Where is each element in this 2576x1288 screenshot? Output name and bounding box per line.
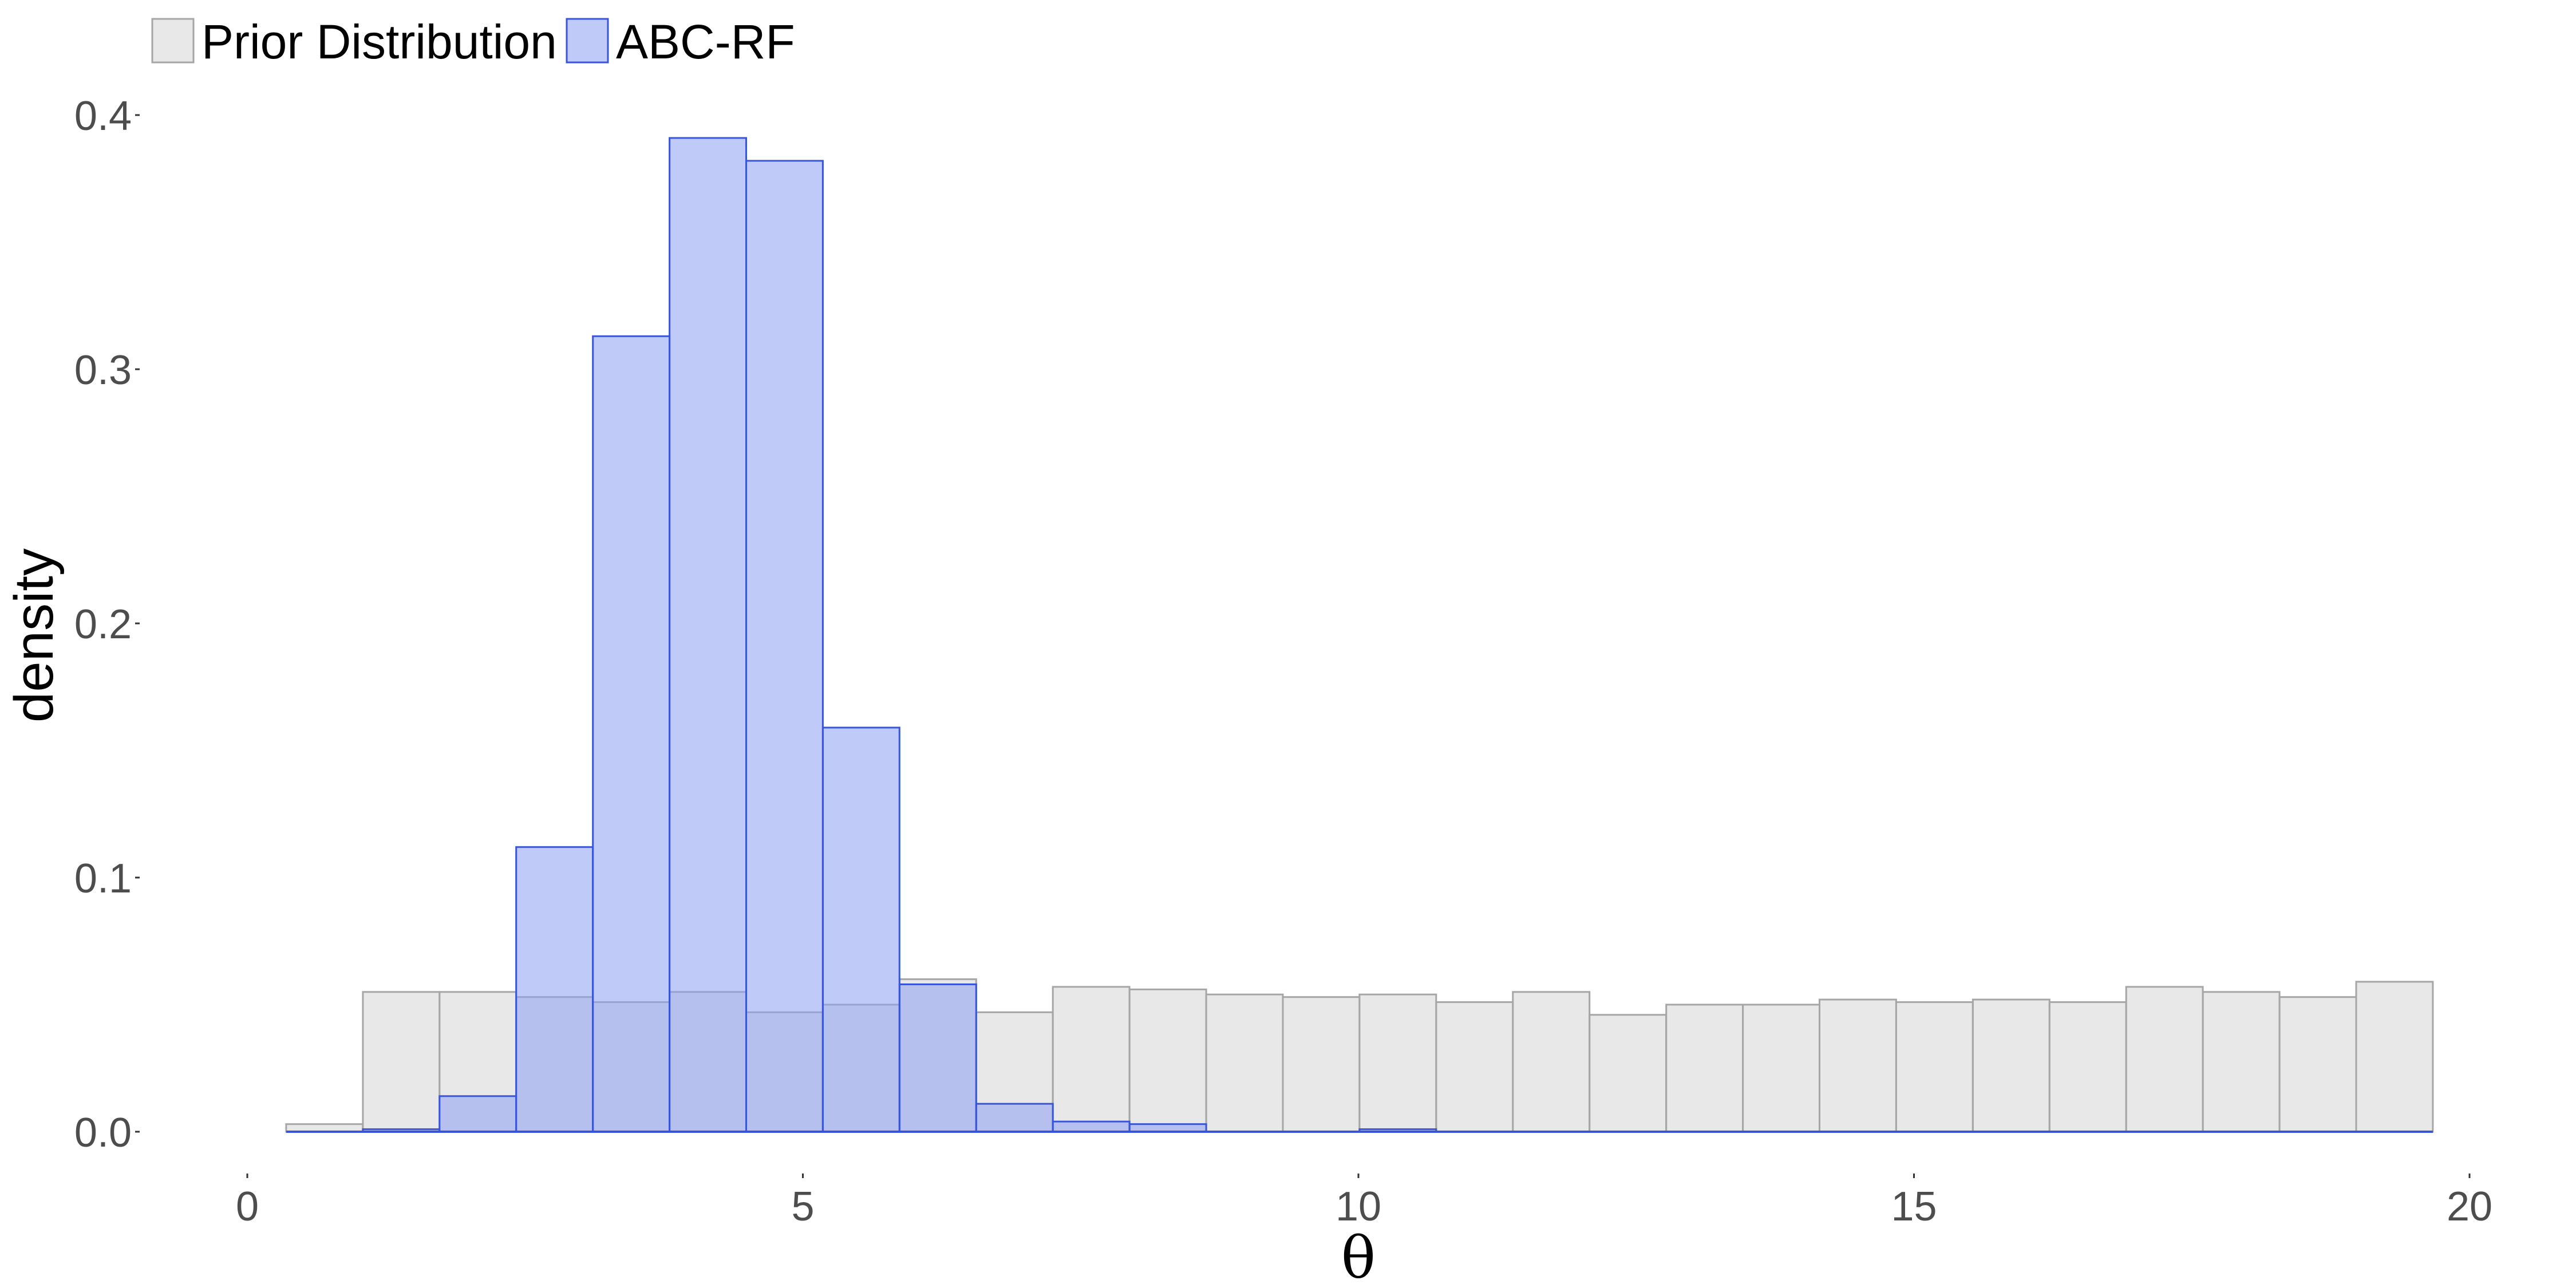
- abc-rf-bar: [1052, 1120, 1131, 1133]
- prior-distribution-bar: [1205, 993, 1284, 1133]
- x-tick-label: 10: [1336, 1184, 1381, 1230]
- prior-distribution-bar: [1742, 1003, 1821, 1133]
- prior-distribution-bar: [2202, 991, 2281, 1133]
- prior-distribution-bar: [362, 991, 441, 1133]
- y-tick-label: 0.0: [74, 1110, 132, 1156]
- prior-distribution-bar: [1052, 986, 1131, 1133]
- y-axis-title: density: [3, 548, 65, 722]
- prior-distribution-bar: [1665, 1003, 1744, 1133]
- x-tick-label: 5: [791, 1184, 814, 1230]
- y-tick-label: 0.3: [74, 347, 132, 393]
- prior-distribution-bar: [2278, 996, 2357, 1133]
- prior-distribution-bar: [1971, 998, 2050, 1133]
- x-tick-label: 0: [236, 1184, 259, 1230]
- prior-distribution-bar: [1589, 1014, 1668, 1133]
- prior-distribution-bar: [1282, 996, 1361, 1133]
- abc-rf-bar: [592, 335, 671, 1133]
- prior-distribution-bar: [2125, 986, 2204, 1133]
- abc-rf-bars: [362, 137, 1437, 1133]
- prior-distribution-bar: [1895, 1001, 1974, 1133]
- abc-rf-bar: [745, 160, 824, 1133]
- x-axis-ticks: 0 5 10 15 20: [236, 1174, 2492, 1230]
- y-axis-ticks: 0.0 0.1 0.2 0.3 0.4: [74, 93, 140, 1156]
- y-tick-label: 0.2: [74, 602, 132, 647]
- prior-distribution-bar: [2048, 1001, 2127, 1133]
- x-axis-title: θ: [1341, 1224, 1376, 1288]
- abc-rf-bar: [821, 726, 900, 1133]
- x-tick-label: 15: [1891, 1184, 1937, 1230]
- legend-label-abc-rf: ABC-RF: [616, 15, 795, 69]
- legend-label-prior-distribution: Prior Distribution: [202, 15, 557, 69]
- legend-swatch-abc-rf: [566, 18, 609, 64]
- abc-rf-bar: [669, 137, 747, 1133]
- prior-distribution-bar: [1358, 993, 1437, 1133]
- prior-distribution-bar: [1435, 1001, 1514, 1133]
- prior-distribution-bar: [1512, 991, 1591, 1133]
- y-tick-label: 0.4: [74, 93, 132, 139]
- prior-distribution-bar: [2355, 981, 2434, 1133]
- abc-rf-bar: [438, 1095, 517, 1133]
- prior-distribution-bar: [1128, 988, 1207, 1133]
- y-tick-label: 0.1: [74, 856, 132, 902]
- abc-rf-bar: [975, 1103, 1054, 1133]
- abc-rf-bar: [898, 983, 977, 1133]
- x-tick-label: 20: [2447, 1184, 2492, 1230]
- chart-legend: Prior Distribution ABC-RF: [151, 15, 795, 69]
- legend-swatch-prior-distribution: [151, 18, 195, 64]
- abc-rf-bar: [515, 846, 594, 1133]
- prior-distribution-bar: [1819, 998, 1897, 1133]
